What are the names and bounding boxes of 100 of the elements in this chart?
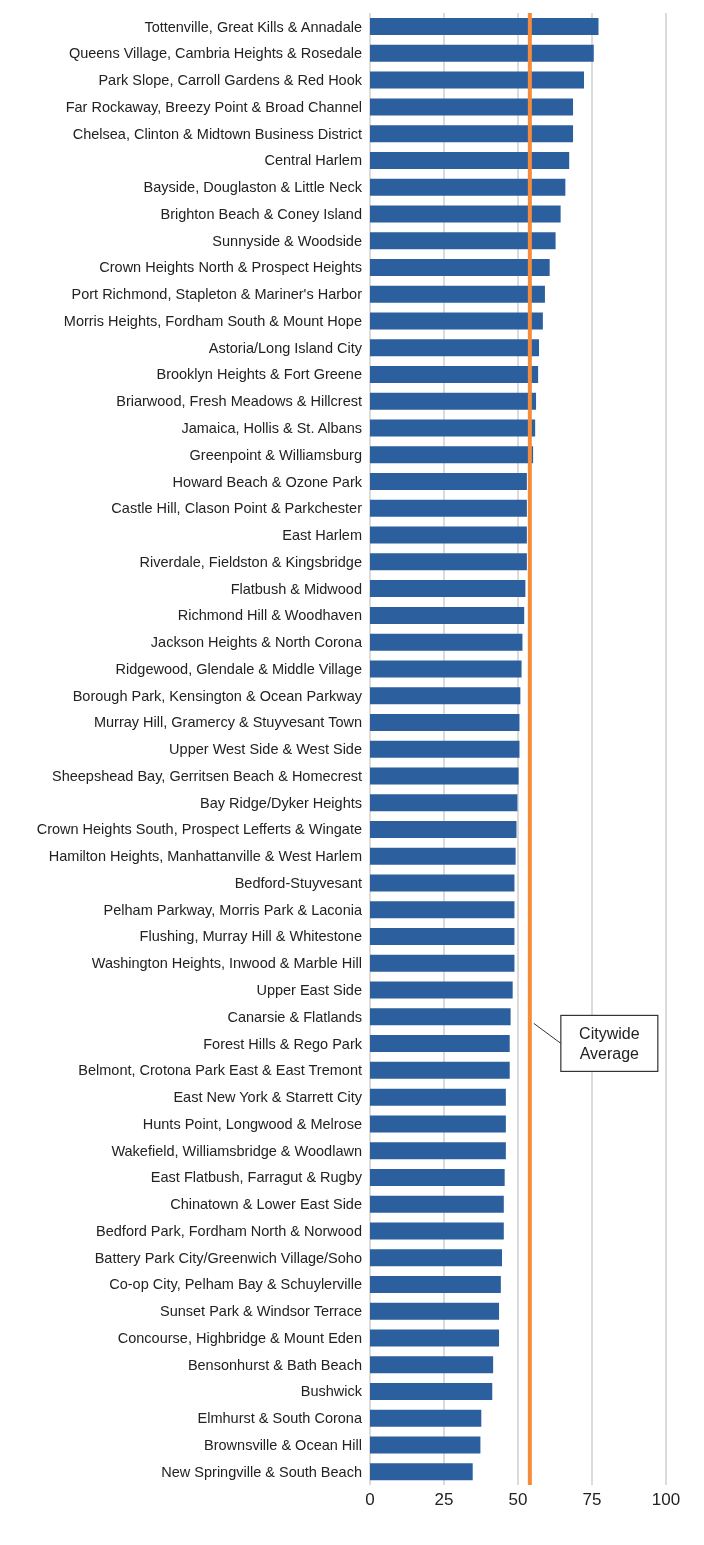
bar bbox=[370, 1115, 506, 1133]
bar bbox=[370, 928, 515, 946]
bar bbox=[370, 446, 534, 464]
bar bbox=[370, 392, 537, 410]
y-tick-label: East New York & Starrett City bbox=[173, 1089, 363, 1106]
y-tick-label: Chinatown & Lower East Side bbox=[170, 1196, 362, 1213]
bar bbox=[370, 205, 561, 223]
y-tick-label: Park Slope, Carroll Gardens & Red Hook bbox=[98, 72, 363, 89]
y-tick-label: Ridgewood, Glendale & Middle Village bbox=[115, 660, 362, 677]
bar bbox=[370, 633, 523, 651]
y-tick-label: Central Harlem bbox=[264, 152, 362, 169]
y-tick-label: Port Richmond, Stapleton & Mariner's Harbor bbox=[71, 286, 363, 303]
bar bbox=[370, 874, 515, 892]
bar bbox=[370, 1329, 500, 1347]
bar bbox=[370, 981, 513, 999]
y-tick-label: Crown Heights South, Prospect Lefferts & Wingate bbox=[36, 821, 362, 838]
y-tick-label: Washington Heights, Inwood & Marble Hill bbox=[91, 955, 362, 972]
bar bbox=[370, 178, 566, 196]
y-tick-label: Sheepshead Bay, Gerritsen Beach & Homecrest bbox=[51, 767, 362, 784]
bar bbox=[370, 232, 556, 250]
y-tick-label: Astoria/Long Island City bbox=[208, 339, 363, 356]
bar bbox=[370, 1409, 482, 1427]
x-tick-label: 0 bbox=[365, 1490, 375, 1510]
y-tick-label: Castle Hill, Clason Point & Parkchester bbox=[111, 500, 363, 517]
bar bbox=[370, 71, 585, 89]
y-tick-label: Co-op City, Pelham Bay & Schuylerville bbox=[109, 1276, 362, 1293]
y-tick-label: Bedford Park, Fordham North & Norwood bbox=[96, 1222, 362, 1239]
bar bbox=[370, 151, 570, 169]
bar bbox=[370, 687, 521, 705]
y-tick-label: Crown Heights North & Prospect Heights bbox=[99, 259, 362, 276]
y-tick-label: Elmhurst & South Corona bbox=[197, 1410, 363, 1427]
bar bbox=[370, 499, 527, 517]
y-tick-label: Bensonhurst & Bath Beach bbox=[187, 1356, 362, 1373]
x-tick-label: 50 bbox=[508, 1490, 528, 1510]
y-tick-label: Murray Hill, Gramercy & Stuyvesant Town bbox=[93, 714, 362, 731]
bar bbox=[370, 312, 543, 330]
bar bbox=[370, 1436, 481, 1454]
y-tick-label: Morris Heights, Fordham South & Mount Hope bbox=[63, 312, 362, 329]
ref-line-label: Citywide Average bbox=[579, 1025, 640, 1063]
bar bbox=[370, 1035, 510, 1053]
y-tick-label: Hunts Point, Longwood & Melrose bbox=[142, 1115, 362, 1132]
y-tick-label: Belmont, Crotona Park East & East Tremont bbox=[78, 1062, 362, 1079]
y-tick-label: Concourse, Highbridge & Mount Eden bbox=[117, 1329, 362, 1346]
y-tick-label: Canarsie & Flatlands bbox=[227, 1008, 362, 1025]
bar bbox=[370, 258, 550, 276]
x-tick-label: 75 bbox=[582, 1490, 602, 1510]
bar bbox=[370, 713, 520, 731]
y-tick-label: Pelham Parkway, Morris Park & Laconia bbox=[103, 901, 363, 918]
bar bbox=[370, 1249, 503, 1267]
y-tick-label: Brighton Beach & Coney Island bbox=[160, 205, 362, 222]
bar bbox=[370, 1463, 473, 1481]
bar bbox=[370, 1168, 505, 1186]
y-tick-label: Tottenville, Great Kills & Annadale bbox=[144, 18, 362, 35]
y-tick-label: Upper East Side bbox=[256, 982, 362, 999]
bar bbox=[370, 954, 515, 972]
y-tick-label: Sunset Park & Windsor Terrace bbox=[159, 1303, 362, 1320]
y-tick-label: Bushwick bbox=[300, 1383, 363, 1400]
y-tick-label: Far Rockaway, Breezy Point & Broad Channel bbox=[65, 98, 362, 115]
bar bbox=[370, 820, 517, 838]
bar bbox=[370, 1302, 500, 1320]
y-tick-label: Upper West Side & West Side bbox=[169, 741, 362, 758]
bar bbox=[370, 1222, 504, 1240]
bar bbox=[370, 366, 539, 384]
y-tick-label: Flatbush & Midwood bbox=[230, 580, 362, 597]
bar bbox=[370, 553, 527, 571]
bar bbox=[370, 339, 540, 357]
x-tick-label: 25 bbox=[434, 1490, 454, 1510]
y-tick-label: Chelsea, Clinton & Midtown Business District bbox=[72, 125, 362, 142]
bar bbox=[370, 419, 536, 437]
bar bbox=[370, 526, 527, 544]
bar bbox=[370, 18, 599, 36]
bar bbox=[370, 1142, 506, 1160]
y-tick-label: East Harlem bbox=[282, 527, 362, 544]
bar bbox=[370, 847, 516, 865]
bar bbox=[370, 473, 527, 491]
bar bbox=[370, 606, 525, 624]
y-tick-label: Jackson Heights & North Corona bbox=[150, 634, 363, 651]
bar bbox=[370, 901, 515, 919]
x-tick-label: 100 bbox=[651, 1490, 681, 1510]
bar bbox=[370, 1008, 511, 1026]
y-tick-label: Forest Hills & Rego Park bbox=[203, 1035, 363, 1052]
bar bbox=[370, 1061, 510, 1079]
y-tick-label: Greenpoint & Williamsburg bbox=[189, 446, 362, 463]
y-tick-label: Riverdale, Fieldston & Kingsbridge bbox=[139, 553, 362, 570]
bar bbox=[370, 1275, 501, 1293]
y-tick-label: East Flatbush, Farragut & Rugby bbox=[150, 1169, 363, 1186]
bar bbox=[370, 1356, 494, 1374]
bar bbox=[370, 1195, 504, 1213]
bar bbox=[370, 740, 520, 758]
y-tick-label: Jamaica, Hollis & St. Albans bbox=[181, 419, 362, 436]
bar bbox=[370, 98, 574, 116]
y-tick-label: Sunnyside & Woodside bbox=[212, 232, 362, 249]
y-tick-label: Queens Village, Cambria Heights & Rosedale bbox=[68, 45, 362, 62]
bar bbox=[370, 660, 522, 678]
y-tick-label: Brooklyn Heights & Fort Greene bbox=[156, 366, 362, 383]
y-tick-label: Bay Ridge/Dyker Heights bbox=[200, 794, 362, 811]
bar bbox=[370, 125, 574, 143]
y-tick-label: Flushing, Murray Hill & Whitestone bbox=[139, 928, 362, 945]
bar bbox=[370, 285, 545, 303]
bar bbox=[370, 767, 519, 785]
